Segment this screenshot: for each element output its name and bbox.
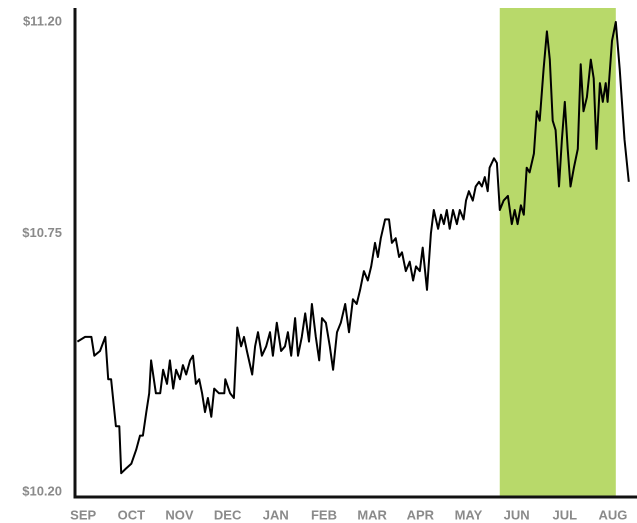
price-line: [76, 21, 630, 475]
x-tick-label: APR: [407, 507, 435, 522]
x-tick-label: JUN: [504, 507, 530, 522]
x-tick-label: SEP: [70, 507, 96, 522]
y-tick-label: $10.20: [22, 483, 62, 498]
x-tick-label: MAR: [357, 507, 387, 522]
x-tick-label: AUG: [598, 507, 627, 522]
x-tick-label: JUL: [552, 507, 577, 522]
x-tick-label: NOV: [165, 507, 194, 522]
x-tick-label: OCT: [118, 507, 146, 522]
x-tick-label: MAY: [455, 507, 483, 522]
y-tick-label: $10.75: [22, 225, 62, 240]
highlight-band: [499, 8, 616, 497]
y-tick-label: $11.20: [23, 13, 62, 28]
x-tick-label: JAN: [263, 507, 289, 522]
x-tick-label: FEB: [311, 507, 337, 522]
x-tick-label: DEC: [214, 507, 242, 522]
